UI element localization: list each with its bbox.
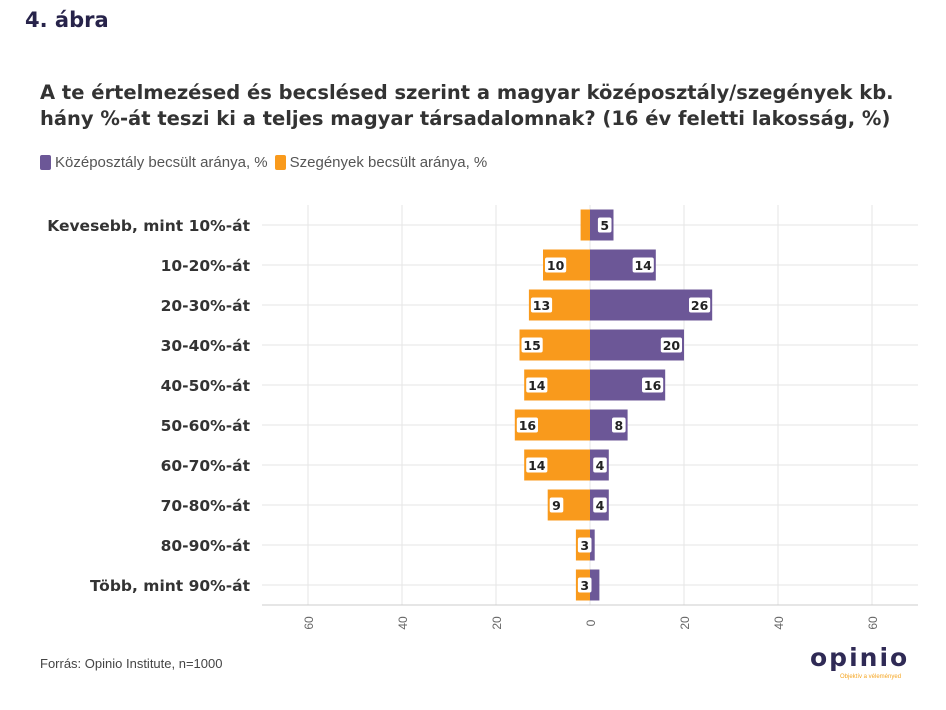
data-label-poor: 14 [528,458,546,473]
figure-label: 4. ábra [25,8,109,32]
x-tick-label: 60 [302,616,316,630]
x-tick-label: 20 [490,616,504,630]
data-label-poor: 14 [528,378,546,393]
category-label: Több, mint 90%-át [90,577,251,595]
data-label-middle-class: 8 [614,418,623,433]
data-label-poor: 10 [547,258,565,273]
data-label-poor: 3 [580,578,589,593]
chart-title: A te értelmezésed és becslésed szerint a… [40,81,894,130]
data-label-middle-class-bg [597,217,612,233]
category-label: 10-20%-át [161,257,251,275]
category-label: 60-70%-át [161,457,251,475]
data-label-poor-bg [526,457,548,473]
legend-item-middle-class[interactable]: Középosztály becsült aránya, % [40,154,268,171]
source-note: Forrás: Opinio Institute, n=1000 [40,656,223,671]
data-label-poor: 9 [552,498,561,513]
data-label-poor-bg [516,417,538,433]
category-label: 70-80%-át [161,497,251,515]
data-label-poor-bg [521,337,543,353]
diverging-bar-chart: 60 40 20 0 20 40 60 Kevesebb, mint 10%-át 5 10-20… [47,205,918,630]
legend-item-poor[interactable]: Szegények becsült aránya, % [274,154,488,171]
data-label-poor: 3 [580,538,589,553]
bar-poor [580,209,590,241]
data-label-poor-bg [577,537,592,553]
data-label-middle-class-bg [612,417,626,433]
data-label-middle-class-bg [593,497,607,513]
x-tick-label: 40 [772,616,786,630]
x-tick-label: 20 [678,616,692,630]
data-label-middle-class: 16 [644,378,662,393]
data-label-middle-class: 4 [596,458,605,473]
data-label-middle-class: 14 [634,258,652,273]
opinio-logo: opinio Objektív a véleményed [810,643,920,687]
data-label-poor-bg [530,297,553,313]
data-label-middle-class: 26 [691,298,709,313]
data-label-middle-class-bg [593,457,607,473]
category-label: 40-50%-át [161,377,251,395]
x-tick-label: 40 [396,616,410,630]
data-label-middle-class-bg [660,337,682,353]
chart-legend: Középosztály becsült aránya, % Szegények… [40,154,494,171]
bar-middle-class [590,529,595,561]
data-label-poor-bg [526,377,548,393]
data-label-middle-class: 20 [663,338,681,353]
data-label-middle-class: 5 [600,218,609,233]
logo-tagline: Objektív a véleményed [840,674,902,680]
data-label-poor-bg [549,497,564,513]
logo-wordmark: opinio [810,643,910,672]
data-label-poor-bg [577,577,592,593]
legend-swatch-poor [274,155,286,170]
x-tick-label: 60 [866,616,880,630]
category-label: 50-60%-át [161,417,251,435]
category-label: Kevesebb, mint 10%-át [47,217,250,235]
data-label-middle-class-bg [689,297,711,313]
data-label-middle-class-bg [632,257,654,273]
data-label-poor: 16 [519,418,537,433]
legend-label-middle-class: Középosztály becsült aránya, % [55,154,268,171]
category-label: 20-30%-át [161,297,251,315]
data-label-middle-class-bg [642,377,664,393]
data-label-middle-class: 4 [596,498,605,513]
x-tick-label: 0 [584,619,598,626]
data-label-poor: 15 [523,338,540,353]
data-label-poor: 13 [533,298,550,313]
legend-swatch-middle-class [40,155,51,170]
data-label-poor-bg [545,257,567,273]
category-label: 80-90%-át [161,537,251,555]
legend-label-poor: Szegények becsült aránya, % [289,154,488,171]
bar-middle-class [590,569,600,601]
category-label: 30-40%-át [161,337,251,355]
